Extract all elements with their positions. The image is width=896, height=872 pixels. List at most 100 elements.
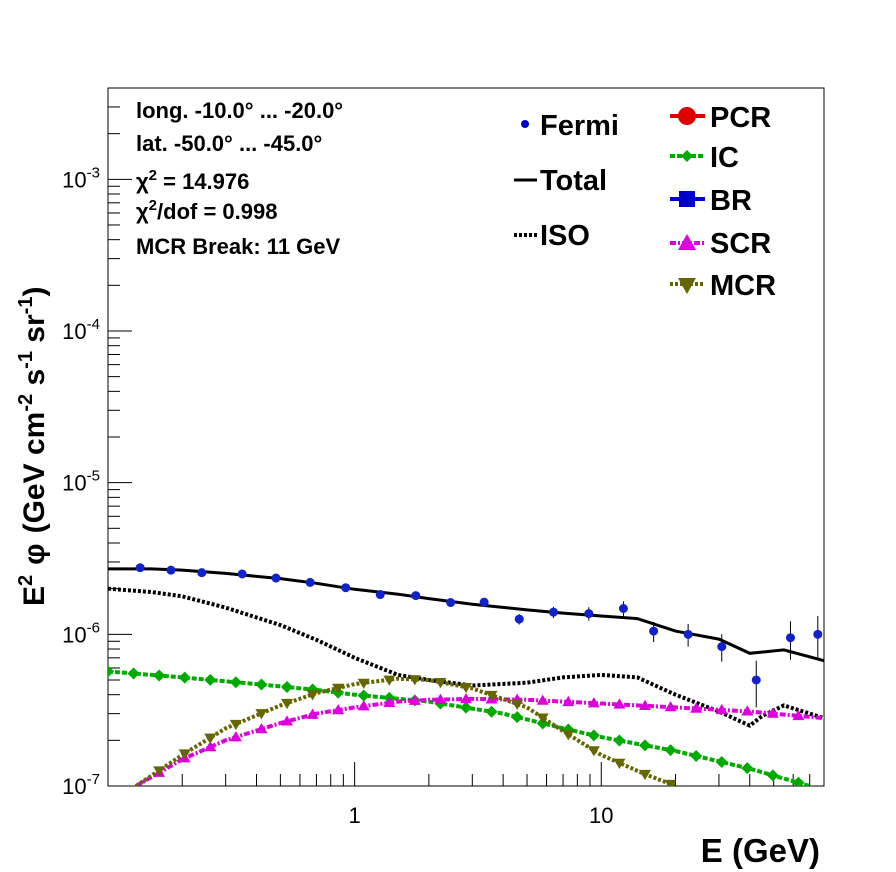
legend-ic-marker (681, 150, 693, 162)
fermi-point (446, 598, 456, 608)
mcr-marker (587, 746, 600, 757)
fermi-point (751, 675, 761, 685)
legend-br-label: BR (710, 185, 752, 217)
ic-marker (639, 739, 651, 752)
legend-fermi-label: Fermi (540, 110, 619, 142)
scr-marker (690, 702, 703, 713)
fermi-point (375, 590, 385, 600)
x-tick-label: 10 (589, 803, 613, 828)
annotation-mcr-break: MCR Break: 11 GeV (136, 234, 341, 259)
scr-marker (587, 697, 600, 708)
fermi-point (683, 629, 693, 639)
mcr-marker (460, 682, 472, 694)
ic-marker (792, 776, 805, 786)
y-tick-label: 10-6 (62, 619, 100, 647)
mcr-marker (357, 678, 370, 689)
mcr-marker (664, 779, 677, 786)
ic-marker (281, 681, 293, 694)
mcr-marker (204, 733, 217, 744)
mcr-marker (332, 683, 345, 694)
scr-marker (715, 703, 728, 715)
annotation-chi2-dof: χ2/dof = 0.998 (136, 197, 277, 224)
mcr-marker (229, 719, 242, 731)
mcr-marker (306, 690, 319, 701)
ic-marker (690, 749, 703, 762)
mcr-marker (536, 713, 549, 724)
scr-marker (204, 741, 217, 752)
legend-fermi-marker (521, 120, 529, 128)
ic-marker (178, 671, 191, 684)
scr-marker (255, 723, 268, 734)
mcr-marker (153, 766, 166, 777)
annotation-block: long. -10.0° ... -20.0° lat. -50.0° ... … (136, 98, 343, 259)
legend-pcr-label: PCR (710, 102, 771, 134)
ic-marker (357, 689, 370, 702)
ic-marker (108, 665, 114, 678)
legend-left: Fermi Total ISO (514, 110, 619, 252)
scr-marker (664, 701, 677, 712)
ic-marker (485, 705, 498, 718)
total-line (108, 567, 824, 663)
legend-right: PCR IC BR SCR MCR (670, 102, 776, 302)
ic-marker (715, 756, 728, 769)
ic-marker (229, 676, 242, 689)
x-axis-label: E (GeV) (701, 832, 820, 869)
fermi-point (305, 577, 315, 587)
scr-marker (357, 700, 370, 711)
mcr-marker (639, 769, 651, 781)
ic-marker (460, 701, 472, 714)
fermi-point (271, 573, 281, 583)
ic-marker (153, 669, 166, 682)
fermi-point (341, 583, 351, 593)
fermi-point (584, 609, 594, 619)
fermi-point (618, 604, 628, 614)
ic-marker (587, 729, 600, 742)
y-tick-label: 10-5 (62, 468, 100, 496)
fermi-point (135, 563, 145, 573)
x-tick-label: 1 (349, 803, 361, 828)
scr-marker (306, 708, 319, 719)
legend-mcr-marker (678, 278, 696, 294)
ic-marker (255, 678, 268, 691)
mcr-marker (511, 699, 524, 710)
fermi-point (479, 597, 489, 607)
scr-marker (536, 694, 549, 705)
scr-marker (741, 705, 754, 716)
fermi-point (813, 629, 823, 639)
ic-marker (664, 744, 677, 757)
x-tick-labels: 1 10 (349, 803, 614, 828)
mcr-marker (485, 690, 498, 702)
scr-marker (562, 695, 575, 707)
y-tick-label: 10-3 (62, 164, 100, 192)
ic-marker (766, 769, 779, 782)
ic-marker (127, 667, 140, 680)
mcr-marker (613, 758, 626, 769)
y-tick-label: 10-7 (62, 771, 100, 799)
ic-marker (741, 762, 754, 775)
fermi-point (548, 607, 558, 617)
ic-marker (613, 734, 626, 747)
fermi-point (514, 614, 524, 624)
legend-mcr-label: MCR (710, 270, 776, 302)
scr-marker (434, 693, 447, 704)
ic-line (108, 669, 811, 786)
annotation-chi2: χ2 = 14.976 (136, 167, 249, 194)
scr-marker (281, 715, 293, 726)
fermi-point (785, 633, 795, 643)
fermi-point (649, 626, 659, 636)
fermi-point (411, 591, 421, 601)
fermi-point (166, 565, 176, 575)
annotation-longitude: long. -10.0° ... -20.0° (136, 98, 343, 123)
y-axis-label: E2φ(GeV cm-2 s-1 sr-1) (15, 287, 51, 606)
legend-scr-label: SCR (710, 228, 771, 260)
annotation-latitude: lat. -50.0° ... -45.0° (136, 131, 322, 156)
series-group (108, 567, 824, 786)
scr-marker (332, 704, 345, 715)
scr-marker (229, 731, 242, 742)
legend-br-marker (679, 191, 695, 207)
scr-line (135, 696, 824, 786)
mcr-marker (562, 730, 575, 741)
legend-scr-marker (678, 234, 696, 250)
y-tick-labels: 10-7 10-6 10-5 10-4 10-3 (62, 164, 100, 799)
